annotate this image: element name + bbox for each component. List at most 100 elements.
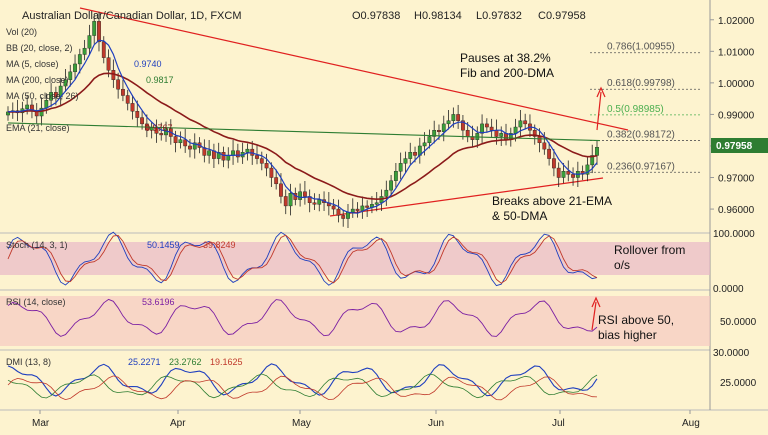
- candle-body: [302, 191, 307, 197]
- annotation-bottom-line2: & 50-DMA: [492, 209, 547, 223]
- candle-body: [451, 114, 456, 121]
- candle-body: [178, 139, 183, 144]
- candle-body: [566, 171, 571, 175]
- fib-levels: 0.786(1.00955) 0.618(0.99798) 0.5(0.98985)…: [590, 42, 700, 173]
- candle-body: [571, 174, 575, 178]
- candle-body: [87, 35, 92, 49]
- price-axis: 1.020001.010001.000000.990000.980000.970…: [710, 16, 755, 216]
- time-axis: Mar Apr May Jun Jul Aug: [32, 410, 700, 429]
- time-tick-label: Mar: [32, 418, 50, 429]
- candle-body: [365, 205, 370, 208]
- dmi-minus-line: [7, 375, 598, 401]
- candle-body: [274, 177, 279, 185]
- candle-body: [125, 95, 130, 104]
- stoch-title[interactable]: Stoch (14, 3, 1): [6, 240, 68, 250]
- fib-label: 0.382(0.98172): [607, 130, 675, 141]
- fib-label: 0.236(0.97167): [607, 161, 675, 172]
- time-tick-label: Jun: [428, 418, 444, 429]
- oscillators: [7, 231, 598, 401]
- current-price-badge: [711, 138, 768, 153]
- candle-body: [255, 155, 259, 159]
- rsi-band: [0, 296, 710, 346]
- candle-body: [590, 155, 595, 166]
- candle-body: [207, 150, 212, 156]
- ma200-line: [7, 122, 601, 142]
- candle-body: [494, 129, 499, 137]
- candle-body: [389, 180, 393, 191]
- candle-body: [121, 88, 125, 96]
- candle-body: [279, 183, 283, 197]
- candle-body: [513, 126, 518, 134]
- indicator-ma200[interactable]: MA (200, close): [6, 75, 69, 85]
- dmi-title[interactable]: DMI (13, 8): [6, 357, 51, 367]
- fib-label: 0.5(0.98985): [607, 104, 664, 115]
- indicator-ema21[interactable]: EMA (21, close): [6, 123, 70, 133]
- candle-body: [552, 158, 556, 169]
- ohlc-open: O0.97838: [352, 10, 400, 22]
- candle-body: [97, 21, 101, 43]
- time-tick-label: Apr: [170, 418, 186, 429]
- candle-body: [489, 126, 494, 131]
- candle-body: [393, 171, 398, 181]
- indicator-bb[interactable]: BB (20, close, 2): [6, 43, 73, 53]
- arrow-up-price: [596, 91, 602, 131]
- dmi-tick-25: 25.0000: [720, 378, 757, 389]
- candle-body: [585, 164, 590, 175]
- candle-body: [350, 208, 355, 213]
- rsi-line: [7, 298, 598, 337]
- candle-body: [192, 142, 197, 150]
- moving-averages: [7, 39, 601, 214]
- candle-body: [298, 191, 303, 200]
- candle-body: [25, 104, 30, 109]
- candle-body: [259, 158, 264, 164]
- candle-body: [221, 152, 226, 161]
- candle-body: [595, 147, 599, 156]
- candle-body: [437, 129, 441, 132]
- candle-body: [188, 145, 192, 150]
- candle-body: [331, 205, 336, 210]
- current-price-label: 0.97958: [716, 141, 753, 152]
- candle-body: [173, 136, 178, 144]
- dmi-value-2: 23.2762: [169, 357, 202, 367]
- candle-body: [542, 142, 547, 150]
- candle-body: [159, 133, 164, 136]
- indicator-ma5[interactable]: MA (5, close): [6, 59, 59, 69]
- candle-body: [465, 129, 470, 137]
- fib-label: 0.618(0.99798): [607, 78, 675, 89]
- ohlc-close: C0.97958: [538, 10, 586, 22]
- price-tick-label: 1.02000: [718, 16, 755, 27]
- candle-body: [288, 193, 293, 207]
- candle-body: [116, 79, 121, 90]
- rsi-title[interactable]: RSI (14, close): [6, 297, 66, 307]
- dmi-adx-line: [7, 363, 598, 397]
- ma5-line: [7, 39, 598, 214]
- candle-body: [226, 155, 231, 161]
- candle-body: [77, 54, 82, 65]
- annotation-top-line2: Fib and 200-DMA: [460, 66, 554, 80]
- dmi-plus-line: [7, 373, 598, 399]
- indicator-ma5-value: 0.9740: [134, 59, 162, 69]
- candle-body: [537, 136, 542, 144]
- annotation-bottom-line1: Breaks above 21-EMA: [492, 194, 612, 208]
- candle-body: [183, 139, 188, 147]
- candle-body: [413, 152, 417, 156]
- candle-body: [264, 163, 269, 169]
- candle-body: [92, 21, 97, 36]
- candle-body: [283, 196, 288, 207]
- candle-body: [53, 92, 58, 98]
- symbol-title: Australian Dollar/Canadian Dollar, 1D, F…: [22, 10, 241, 22]
- candle-body: [346, 212, 350, 219]
- candle-body: [245, 148, 250, 153]
- arrow-up-rsi: [591, 301, 597, 331]
- trend-lines: [79, 7, 629, 217]
- dmi-value-1: 25.2271: [128, 357, 161, 367]
- indicator-ma50[interactable]: MA (50, close, 26): [6, 91, 79, 101]
- fib-label: 0.786(1.00955): [607, 42, 675, 53]
- ohlc-low: L0.97832: [476, 10, 522, 22]
- annotation-stoch-line2: o/s: [614, 258, 630, 272]
- candle-body: [49, 92, 53, 101]
- candle-body: [422, 142, 427, 147]
- indicator-vol[interactable]: Vol (20): [6, 27, 37, 37]
